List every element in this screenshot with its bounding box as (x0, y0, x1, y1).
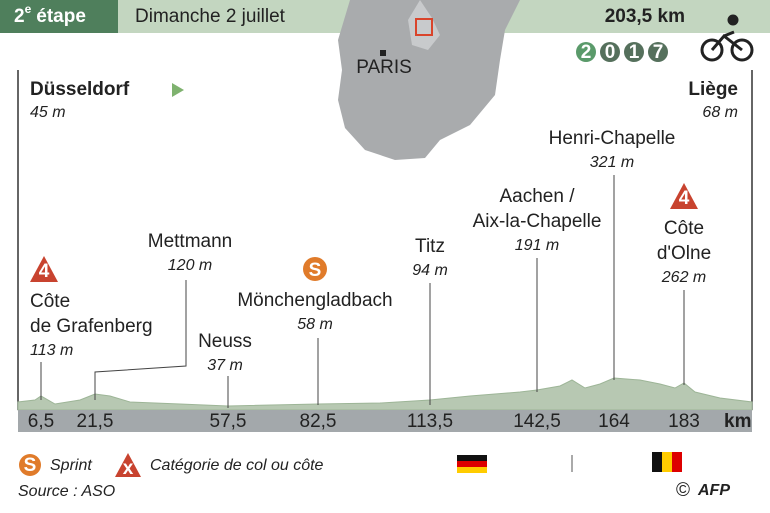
place-name: Aachen / (500, 186, 576, 207)
icon-label: 4 (39, 261, 50, 282)
year-badge (648, 42, 668, 62)
start-name: Düsseldorf (30, 79, 130, 100)
year-digit: 7 (653, 42, 664, 63)
legend-sprint: Sprint (50, 457, 92, 474)
year-badge (600, 42, 620, 62)
km-label: 113,5 (407, 411, 453, 432)
icon-label: 4 (679, 188, 690, 209)
place-altitude: 262 m (661, 269, 706, 286)
stage-box (0, 0, 118, 33)
km-label: 6,5 (28, 411, 54, 432)
place-name: Mönchengladbach (237, 290, 392, 311)
sprint-icon (303, 257, 327, 281)
year-badge (576, 42, 596, 62)
category-icon (670, 183, 698, 209)
place-altitude: 120 m (168, 257, 212, 274)
distance: 203,5 km (605, 6, 685, 27)
place-name: Henri-Chapelle (549, 128, 676, 149)
place-name: Neuss (198, 331, 252, 352)
leader-line (94, 280, 187, 400)
km-unit: km (724, 411, 751, 432)
place-name: Mettmann (148, 231, 232, 252)
start-altitude: 45 m (30, 104, 66, 121)
legend-category-icon-text: x (123, 458, 134, 479)
km-label: 82,5 (300, 411, 337, 432)
stage-word: étape (36, 6, 86, 27)
city-dot (380, 50, 386, 56)
map (338, 0, 520, 160)
km-label: 164 (598, 411, 630, 432)
year-digit: 1 (629, 42, 640, 63)
stage-sup: e (25, 2, 32, 16)
map-region (408, 0, 440, 50)
cyclist-icon (700, 14, 754, 62)
place-name: de Grafenberg (30, 316, 153, 337)
source: Source : ASO (18, 483, 115, 500)
legend-sprint-icon (19, 454, 41, 476)
place-name: Titz (415, 236, 445, 257)
stage-label: 2e étape (14, 2, 86, 27)
km-label: 21,5 (77, 411, 114, 432)
place-altitude: 321 m (590, 154, 634, 171)
icon-label: S (309, 260, 322, 281)
km-label: 142,5 (513, 411, 561, 432)
city-label: PARIS (356, 57, 412, 78)
credit: AFP (697, 482, 730, 499)
date: Dimanche 2 juillet (135, 6, 286, 27)
year-digit: 2 (581, 42, 592, 63)
start-arrow (172, 83, 184, 97)
legend-category-icon (115, 453, 141, 477)
category-icon (30, 256, 58, 282)
year-digit: 0 (605, 42, 616, 63)
year-badge (624, 42, 644, 62)
km-label: 183 (668, 411, 700, 432)
finish-name: Liège (688, 79, 738, 100)
place-name: d'Olne (657, 243, 711, 264)
finish-altitude: 68 m (702, 104, 738, 121)
legend-sprint-icon-text: S (24, 455, 37, 476)
km-bar (18, 410, 752, 432)
place-altitude: 113 m (30, 342, 73, 359)
place-altitude: 191 m (515, 237, 559, 254)
place-altitude: 58 m (297, 316, 333, 333)
place-name: Côte (30, 291, 70, 312)
km-label: 57,5 (210, 411, 247, 432)
flag-germany (457, 455, 487, 473)
place-name: Côte (664, 218, 704, 239)
place-altitude: 94 m (412, 262, 448, 279)
points: Côte de Grafenberg 113 m 6,5 4 Mettmann 120 m 2… (28, 128, 711, 432)
place-altitude: 37 m (207, 357, 243, 374)
copyright: © (676, 480, 690, 501)
flag-belgium (652, 452, 682, 472)
place-name: Aix-la-Chapelle (473, 211, 602, 232)
legend-category: Catégorie de col ou côte (150, 457, 324, 474)
map-marker (415, 18, 433, 36)
stage-number: 2 (14, 6, 25, 27)
